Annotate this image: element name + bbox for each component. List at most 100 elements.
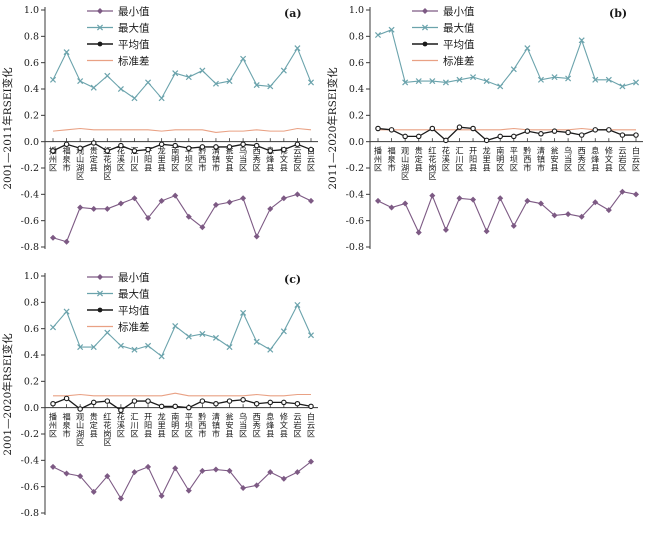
y-tick-label: -0.6 xyxy=(346,216,364,227)
diamond-marker xyxy=(605,207,612,214)
y-axis: 1.0 0.8 0.6 0.4 0.2 0.0 -0.2 -0.4 -0.6 -0.8 xyxy=(346,5,371,253)
legend-item-max: 最大值 xyxy=(87,21,150,34)
circle-marker xyxy=(158,141,165,148)
circle-marker xyxy=(511,133,517,140)
diamond-marker xyxy=(185,213,192,220)
y-axis-title: 2001—2020年RSEI变化 xyxy=(1,333,14,456)
series-std xyxy=(52,127,312,134)
x-marker xyxy=(104,329,111,336)
x-marker xyxy=(212,334,219,341)
circle-marker xyxy=(415,133,422,140)
chart-panel-a: 1.0 0.8 0.6 0.4 0.2 0.0 -0.2 -0.4 -0.6 -0.8 2001—2… xyxy=(1,5,318,253)
diamond-marker xyxy=(172,465,179,472)
diamond-marker xyxy=(253,233,260,240)
series-min xyxy=(50,458,314,502)
diamond-marker xyxy=(77,204,84,211)
x-marker xyxy=(77,78,84,85)
x-tick-label: 息烽县 xyxy=(266,412,274,439)
x-tick-label: 平坝区 xyxy=(185,412,193,439)
x-marker xyxy=(307,79,315,86)
diamond-marker xyxy=(226,199,233,206)
x-tick-label: 南明区 xyxy=(171,412,179,439)
x-tick-label: 白云区 xyxy=(632,146,640,173)
y-tick-label: -0.6 xyxy=(21,482,39,493)
x-marker xyxy=(96,290,104,297)
diamond-marker xyxy=(470,196,477,203)
x-tick-label: 红花岗区 xyxy=(103,412,111,447)
y-tick-label: 0.8 xyxy=(24,298,39,309)
x-marker xyxy=(442,79,449,86)
x-tick-label: 云岩区 xyxy=(618,146,626,173)
x-marker xyxy=(199,67,206,74)
circle-marker xyxy=(281,146,287,153)
circle-marker xyxy=(118,407,124,414)
diamond-marker xyxy=(267,205,274,212)
x-tick-label: 乌当区 xyxy=(564,146,572,173)
circle-marker xyxy=(633,132,639,138)
x-tick-label: 贵定县 xyxy=(90,146,98,173)
diamond-marker xyxy=(158,197,165,204)
x-marker xyxy=(267,346,274,353)
x-marker xyxy=(158,95,165,102)
circle-marker xyxy=(294,400,301,407)
diamond-marker xyxy=(280,475,287,482)
x-marker xyxy=(49,324,57,331)
circle-marker xyxy=(226,144,233,150)
diamond-marker xyxy=(619,188,626,195)
diamond-marker xyxy=(172,192,179,199)
legend-label: 最小值 xyxy=(118,271,150,284)
x-tick-label: 云岩区 xyxy=(293,412,301,439)
diamond-marker xyxy=(375,197,381,204)
legend-label: 标准差 xyxy=(118,320,150,333)
diamond-marker xyxy=(77,473,84,480)
y-tick-label: -0.8 xyxy=(21,242,39,253)
diamond-marker xyxy=(240,484,247,491)
x-tick-label: 西秀区 xyxy=(253,146,261,173)
diamond-marker xyxy=(565,211,572,218)
x-marker xyxy=(294,45,301,52)
x-marker xyxy=(104,72,111,79)
legend-item-min: 最小值 xyxy=(87,271,150,284)
diamond-marker xyxy=(97,274,103,280)
circle-marker xyxy=(606,127,612,133)
series-line-min xyxy=(52,193,312,243)
x-marker xyxy=(212,80,219,87)
circle-marker xyxy=(578,132,585,138)
x-tick-label: 息烽县 xyxy=(591,146,599,173)
circle-marker xyxy=(240,397,246,403)
x-tick-label: 花溪区 xyxy=(117,146,125,173)
x-tick-label: 开阳县 xyxy=(469,146,477,173)
legend-label: 平均值 xyxy=(118,38,150,51)
y-tick-label: -0.4 xyxy=(21,456,39,467)
diamond-marker xyxy=(212,201,219,208)
x-marker xyxy=(415,78,422,85)
diamond-marker xyxy=(294,191,301,198)
circle-marker xyxy=(483,137,490,144)
legend-item-std: 标准差 xyxy=(412,54,475,67)
diamond-marker xyxy=(280,195,287,202)
x-marker xyxy=(240,55,247,62)
x-marker xyxy=(483,78,490,85)
x-marker xyxy=(497,83,504,90)
x-tick-label: 开阳县 xyxy=(144,412,152,439)
legend-label: 最大值 xyxy=(118,287,150,300)
legend-item-std: 标准差 xyxy=(87,320,150,333)
legend-item-max: 最大值 xyxy=(412,21,475,34)
x-marker xyxy=(402,79,409,86)
circle-marker xyxy=(308,403,314,410)
x-tick-label: 汇川区 xyxy=(130,412,138,439)
diamond-marker xyxy=(63,238,70,245)
x-marker xyxy=(145,79,152,86)
legend-label: 平均值 xyxy=(118,304,150,317)
diamond-marker xyxy=(117,495,124,502)
y-tick-label: -0.8 xyxy=(21,508,39,519)
x-marker xyxy=(421,24,429,31)
x-tick-label: 观山湖区 xyxy=(76,412,84,447)
legend-item-min: 最小值 xyxy=(87,5,150,18)
x-tick-label: 乌当区 xyxy=(239,412,247,439)
y-tick-label: 0.0 xyxy=(24,137,39,148)
diamond-marker xyxy=(537,200,544,207)
circle-marker xyxy=(97,307,103,313)
circle-marker xyxy=(524,128,531,134)
